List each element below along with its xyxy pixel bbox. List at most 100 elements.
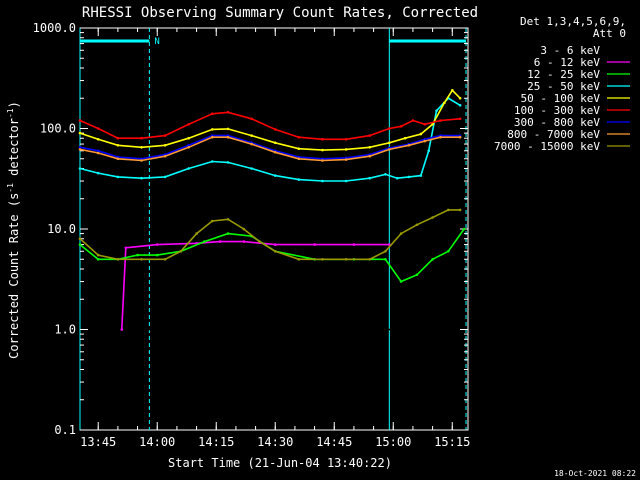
data-point [226, 111, 230, 114]
data-point [388, 148, 391, 151]
data-point [431, 258, 434, 261]
data-point [116, 175, 120, 179]
data-point [419, 174, 423, 177]
data-point [78, 131, 82, 135]
data-point [384, 258, 387, 261]
data-point [427, 149, 431, 153]
x-axis: 13:45 14:00 14:15 14:30 14:45 15:00 15:15 [80, 28, 470, 449]
data-point [226, 232, 230, 235]
data-point [435, 109, 438, 113]
data-point [167, 328, 171, 331]
data-point [179, 316, 183, 320]
data-point [163, 134, 167, 137]
data-point [96, 258, 100, 261]
legend-entry-label: 800 - 7000 keV [507, 128, 600, 141]
data-point [431, 216, 434, 219]
data-point [211, 128, 214, 131]
series-line [121, 240, 390, 330]
data-point [368, 146, 372, 149]
data-point [399, 232, 403, 235]
data-point [78, 148, 82, 151]
data-point [242, 240, 246, 243]
data-point [124, 246, 128, 250]
data-point [187, 146, 190, 149]
data-point [344, 258, 348, 261]
data-point [333, 328, 336, 331]
data-point [211, 297, 214, 301]
data-point [155, 253, 159, 257]
data-point [273, 151, 277, 154]
data-point [313, 243, 316, 246]
legend-entry-label: 300 - 800 keV [514, 116, 600, 129]
data-point [439, 135, 442, 139]
data-point [226, 290, 230, 293]
data-point [431, 123, 434, 126]
data-point [297, 155, 301, 159]
data-point [321, 179, 324, 183]
data-point [439, 119, 442, 122]
data-point [116, 136, 120, 140]
data-point [352, 243, 356, 246]
data-point [96, 151, 100, 155]
data-point [78, 243, 82, 246]
x-tick-label: 15:00 [375, 435, 411, 449]
data-point [195, 307, 198, 311]
data-point [163, 258, 167, 261]
x-tick-label: 14:30 [257, 435, 293, 449]
data-point [155, 243, 159, 246]
data-point [297, 328, 301, 331]
data-point [458, 135, 462, 139]
data-point [395, 176, 399, 180]
data-point [458, 117, 462, 121]
data-point [458, 96, 462, 100]
series-line [79, 111, 461, 141]
data-point [78, 167, 82, 170]
data-point [226, 161, 230, 164]
data-point [344, 179, 348, 183]
data-point [140, 176, 143, 180]
data-point [384, 250, 387, 253]
series-line [79, 209, 461, 261]
data-point [218, 240, 222, 243]
data-point [195, 232, 198, 235]
data-point [415, 273, 419, 277]
data-point [388, 141, 391, 145]
x-tick-label: 14:45 [316, 435, 352, 449]
data-point [96, 253, 100, 257]
data-point [368, 258, 372, 261]
data-point [187, 136, 190, 140]
legend-entry-label: 100 - 300 keV [514, 104, 600, 117]
data-point [226, 127, 230, 131]
x-tick-label: 15:15 [434, 435, 470, 449]
data-point [250, 142, 253, 146]
data-point [451, 89, 454, 92]
data-point [321, 258, 324, 261]
y-tick-label: 1.0 [54, 323, 76, 337]
data-point [321, 138, 324, 141]
x-axis-label: Start Time (21-Jun-04 13:40:22) [168, 456, 392, 470]
data-point [399, 328, 403, 331]
data-point [203, 240, 206, 243]
data-point [447, 208, 450, 212]
legend-header-attenuator: Att 0 [593, 27, 626, 40]
data-point [399, 280, 403, 283]
data-point [78, 237, 82, 240]
data-point [297, 258, 301, 261]
data-point [116, 155, 120, 159]
data-point [443, 101, 446, 105]
data-point [187, 144, 190, 147]
data-point [297, 135, 301, 139]
data-point [458, 104, 462, 107]
legend-entry-label: 6 - 12 keV [534, 56, 601, 69]
data-point [250, 117, 253, 121]
generation-timestamp: 18-Oct-2021 08:22 [554, 469, 636, 478]
data-point [344, 138, 348, 141]
y-axis-label-mid: detector [7, 118, 21, 183]
y-axis: 0.1 1.0 10.0 100.0 1000.0 [33, 21, 468, 437]
data-point [423, 123, 427, 126]
data-point [258, 240, 261, 243]
series-line [79, 89, 461, 151]
data-point [372, 328, 375, 331]
